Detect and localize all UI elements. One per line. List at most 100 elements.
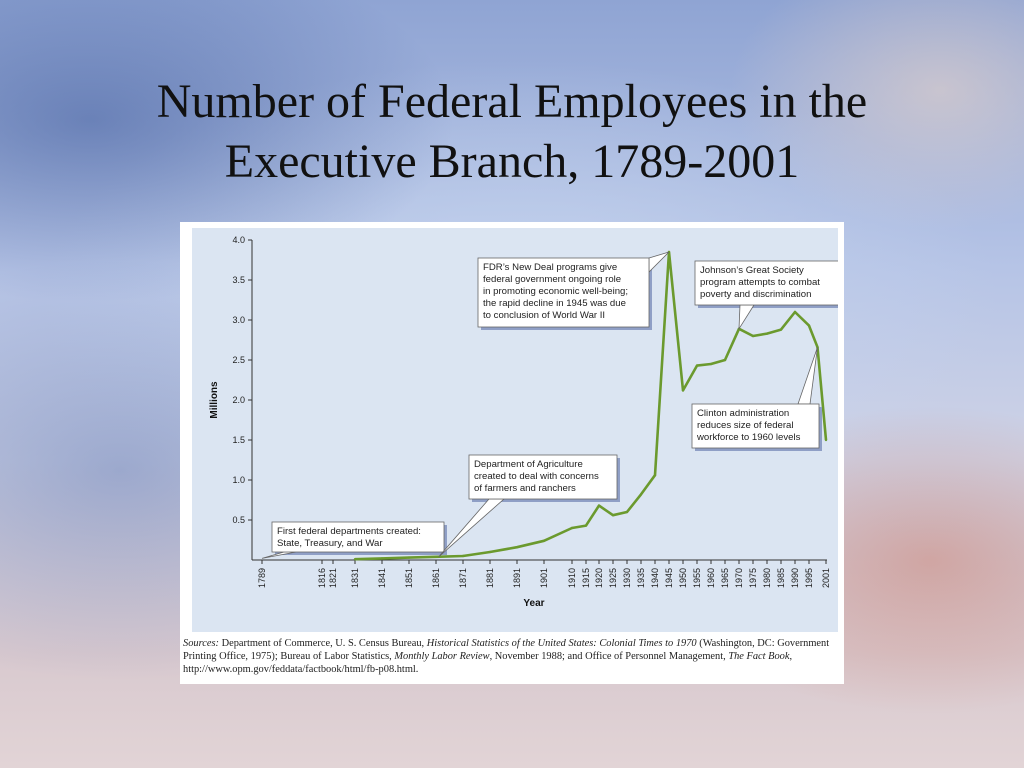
sources-text-1: Department of Commerce, U. S. Census Bur… — [218, 638, 427, 649]
data-point — [723, 358, 727, 362]
y-tick-label: 4.0 — [232, 235, 245, 245]
data-point — [353, 558, 357, 561]
callout-text-line: federal government ongoing role — [483, 274, 621, 285]
data-point — [407, 556, 411, 559]
x-tick-label: 1990 — [790, 568, 800, 588]
data-point — [542, 539, 546, 542]
x-tick-label: 1851 — [404, 568, 414, 588]
callout-box — [271, 521, 445, 553]
callout-text-line: Johnson’s Great Society — [700, 265, 804, 276]
slide-title-line-1: Number of Federal Employees in the — [156, 75, 868, 128]
sources-book-3: The Fact Book — [728, 651, 790, 662]
y-tick-label: 0.5 — [232, 515, 245, 525]
x-tick-label: 1995 — [804, 568, 814, 588]
data-point — [515, 546, 519, 549]
sources-text-4: , http://www.opm.gov/feddata/factbook/ht… — [183, 651, 793, 675]
slide-title-line-2: Executive Branch, 1789-2001 — [224, 135, 800, 188]
x-tick-label: 1965 — [720, 568, 730, 588]
x-tick-label: 1925 — [608, 568, 618, 588]
x-axis-title: Year — [523, 598, 544, 609]
sources-note: Sources: Department of Commerce, U. S. C… — [183, 637, 838, 676]
x-tick-label: 1915 — [581, 568, 591, 588]
x-tick-label: 1861 — [431, 568, 441, 588]
data-point — [653, 474, 657, 477]
callout-box — [691, 403, 820, 449]
callout-text-line: in promoting economic well-being; — [483, 286, 628, 297]
data-point — [639, 493, 643, 496]
data-point — [751, 334, 755, 338]
sources-book-1: Historical Statistics of the United Stat… — [426, 638, 697, 649]
slide-title: Number of Federal Employees in the Execu… — [40, 72, 984, 192]
data-point — [807, 324, 811, 327]
x-tick-label: 1985 — [776, 568, 786, 588]
data-point — [611, 514, 615, 517]
y-tick-label: 1.0 — [232, 475, 245, 485]
callout-pointer — [738, 304, 755, 331]
x-tick-label: 1975 — [748, 568, 758, 588]
x-tick-label: 1789 — [257, 568, 267, 588]
x-tick-label: 1831 — [350, 568, 360, 588]
sources-label: Sources: — [183, 638, 219, 649]
callout-text-line: FDR’s New Deal programs give — [483, 262, 617, 273]
callout-text-line: program attempts to combat — [700, 277, 820, 288]
data-point — [380, 557, 384, 560]
callout-text-line: First federal departments created: — [277, 526, 421, 537]
x-tick-label: 1935 — [636, 568, 646, 588]
x-tick-label: 1950 — [678, 568, 688, 588]
x-tick-label: 1816 — [317, 568, 327, 588]
data-point — [434, 555, 438, 558]
x-tick-label: 2001 — [821, 568, 831, 588]
x-tick-label: 1891 — [512, 568, 522, 588]
x-tick-label: 1960 — [706, 568, 716, 588]
data-point — [793, 310, 797, 314]
x-tick-label: 1901 — [539, 568, 549, 588]
callout-text-line: created to deal with concerns — [474, 471, 599, 482]
data-point — [824, 438, 828, 442]
x-tick-label: 1940 — [650, 568, 660, 588]
y-tick-label: 1.5 — [232, 435, 245, 445]
data-point — [625, 510, 629, 514]
data-point — [765, 332, 769, 335]
callout-pointer — [648, 251, 670, 273]
sources-book-2: Monthly Labor Review — [394, 651, 490, 662]
data-point — [488, 550, 492, 554]
x-tick-label: 1930 — [622, 568, 632, 588]
callout-pointer — [797, 347, 818, 405]
callout-text-line: to conclusion of World War II — [483, 310, 605, 321]
x-tick-label: 1955 — [692, 568, 702, 588]
callout-box — [468, 454, 618, 500]
y-axis-title: Millions — [209, 381, 220, 419]
data-point — [779, 328, 783, 331]
data-point — [584, 524, 588, 527]
y-tick-label: 2.0 — [232, 395, 245, 405]
chart-panel: 4.0 3.5 3.0 2.5 2.0 1.5 1.0 0.5 1789 1816 1821 1831… — [192, 228, 838, 632]
callout-text-line: of farmers and ranchers — [474, 483, 576, 494]
callout-pointer — [438, 498, 506, 558]
callout-text-line: State, Treasury, and War — [277, 538, 383, 549]
y-tick-label: 3.5 — [232, 275, 245, 285]
callout-box — [694, 260, 838, 306]
data-point — [681, 389, 685, 392]
callout-text-line: the rapid decline in 1945 was due — [483, 298, 626, 309]
x-tick-label: 1945 — [664, 568, 674, 588]
x-tick-label: 1841 — [377, 568, 387, 588]
callout-text-line: Clinton administration — [697, 408, 789, 419]
callout-box — [477, 257, 650, 328]
data-point — [570, 526, 574, 530]
callout-text-line: workforce to 1960 levels — [696, 432, 801, 443]
data-point — [597, 504, 601, 507]
x-tick-label: 1881 — [485, 568, 495, 588]
data-point — [461, 554, 465, 558]
sources-text-2: (Washington, DC: Government Printing Off… — [183, 638, 830, 662]
federal-employees-chart: 4.0 3.5 3.0 2.5 2.0 1.5 1.0 0.5 1789 1816 1821 1831… — [209, 235, 838, 609]
sources-text-3: , November 1988; and Office of Personnel… — [489, 651, 729, 662]
series-line — [354, 250, 828, 561]
callout-text-line: reduces size of federal — [697, 420, 794, 431]
x-tick-label: 1970 — [734, 568, 744, 588]
data-point — [695, 364, 699, 367]
data-point — [709, 362, 713, 366]
x-tick-label: 1910 — [567, 568, 577, 588]
y-tick-label: 2.5 — [232, 355, 245, 365]
callout-text-line: Department of Agriculture — [474, 459, 583, 470]
chart-figure: 4.0 3.5 3.0 2.5 2.0 1.5 1.0 0.5 1789 1816 1821 1831… — [180, 222, 844, 684]
